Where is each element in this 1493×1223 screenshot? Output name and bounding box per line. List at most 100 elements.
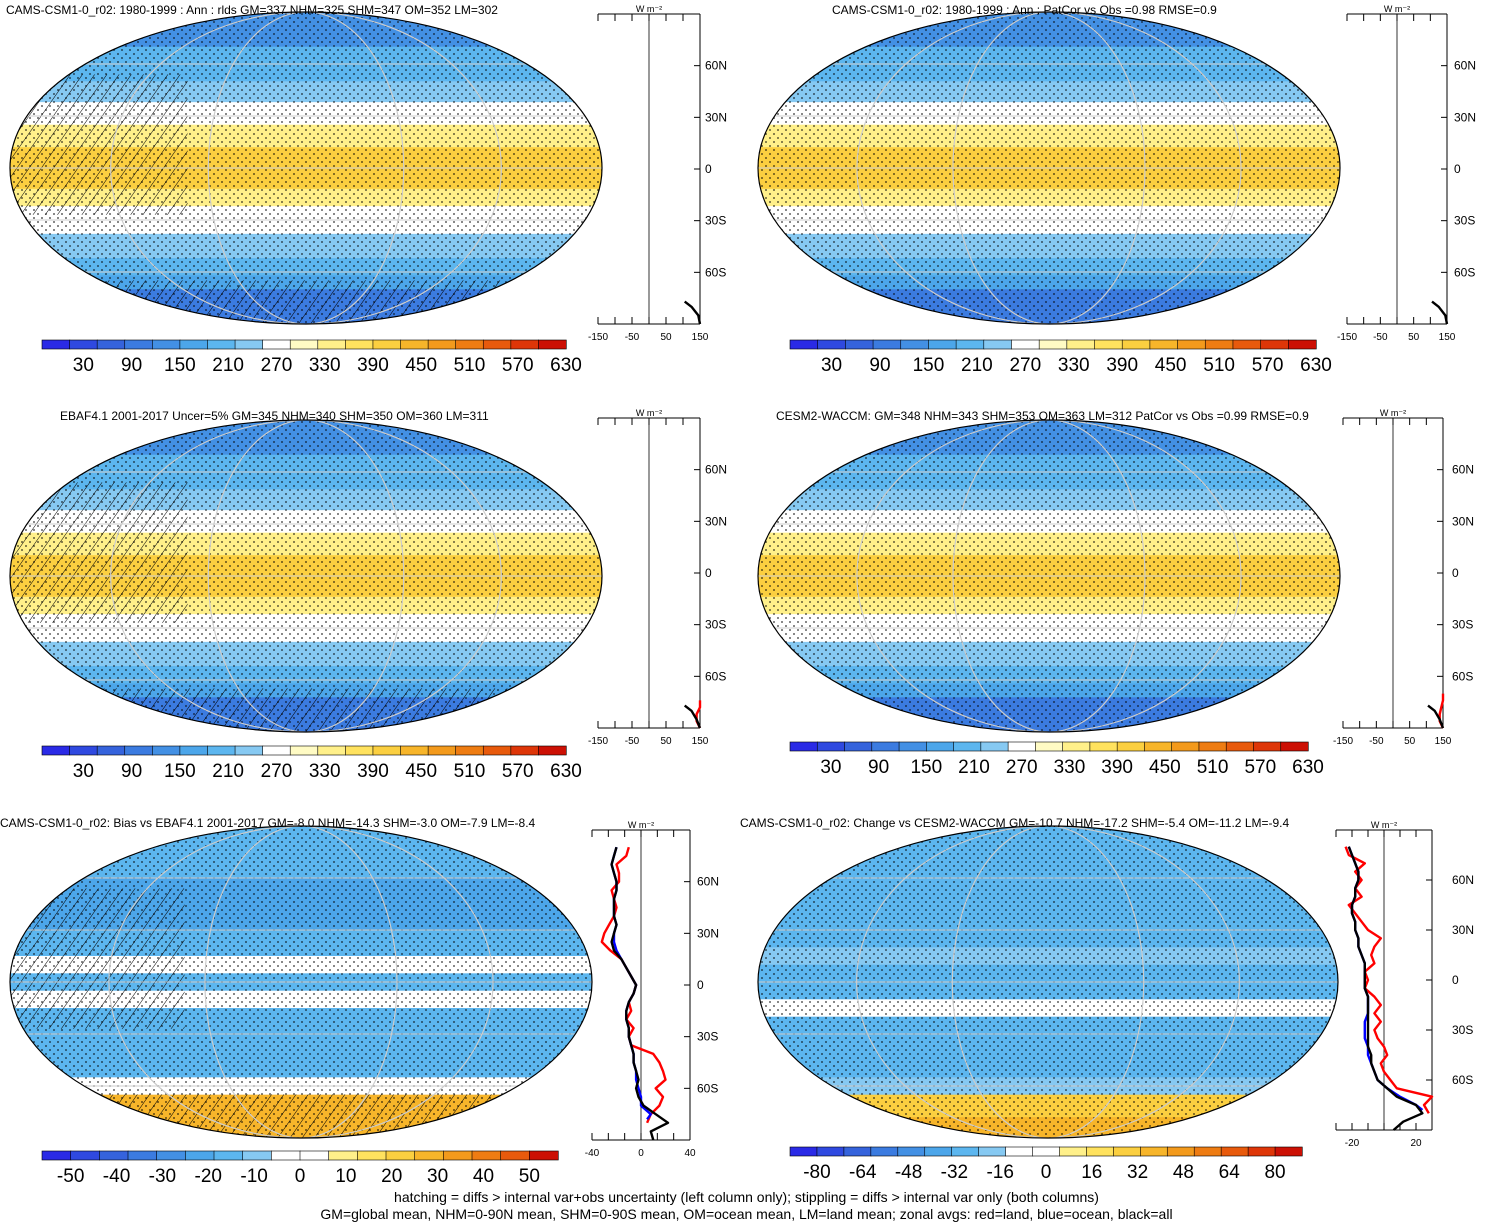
lat-tick-label: 30N <box>1454 110 1476 124</box>
colorbar-label: 50 <box>519 1166 540 1187</box>
colorbar-box <box>207 745 236 756</box>
colorbar-label: 30 <box>73 761 94 782</box>
zonal-xtick-label: -150 <box>588 332 608 343</box>
panel-3: -150 -50 50 150 W m⁻² 60N 30N 0 30S 60S 30 90 150 210… <box>9 408 727 782</box>
colorbar-label: 630 <box>550 761 582 782</box>
colorbar-box <box>427 745 457 756</box>
hatching <box>10 280 602 324</box>
colorbar-label: 390 <box>1106 355 1138 376</box>
colorbar-label: 40 <box>473 1166 494 1187</box>
zonal-panel-4: -150 -50 50 150 W m⁻² 60N 30N 0 30S 60S <box>1333 408 1474 747</box>
colorbar-label: 330 <box>309 761 341 782</box>
colorbar-box <box>816 1146 845 1157</box>
zonal-xtick-label: -40 <box>585 1148 600 1159</box>
colorbar-label: -32 <box>941 1162 968 1183</box>
lat-tick-label: 30N <box>1452 923 1474 937</box>
colorbar-box <box>924 1146 953 1157</box>
colorbar-box <box>1140 1146 1168 1157</box>
colorbar-box <box>262 339 291 350</box>
colorbar-box <box>1121 339 1151 350</box>
colorbar-box <box>96 745 126 756</box>
graticule-lon <box>110 12 502 324</box>
colorbar-label: 210 <box>961 355 993 376</box>
colorbar-box <box>1260 339 1289 350</box>
graticule-lon <box>951 826 1145 1138</box>
colorbar-box <box>510 745 540 756</box>
colorbar-box <box>926 741 955 752</box>
colorbar-box <box>289 339 319 350</box>
colorbar-box <box>870 1146 899 1157</box>
colorbar-box <box>538 339 567 350</box>
colorbar-label: 510 <box>1203 355 1235 376</box>
colorbar-box <box>1066 339 1096 350</box>
colorbar-label: 90 <box>868 757 889 778</box>
panel-title-2: CAMS-CSM1-0_r02: 1980-1999 : Ann : PatCo… <box>832 3 1217 17</box>
colorbar-label: 450 <box>405 761 437 782</box>
panel-title-6: CAMS-CSM1-0_r02: Change vs CESM2-WACCM G… <box>740 816 1290 830</box>
colorbar-3: 30 90 150 210 270 330 390 450 510 570 630 <box>41 745 582 782</box>
zonal-line-land <box>600 846 667 1124</box>
colorbar-box <box>1220 1146 1249 1157</box>
graticule-lon <box>207 12 405 324</box>
colorbar-box <box>213 1150 244 1161</box>
colorbar-box <box>1005 1146 1034 1157</box>
colorbar-box <box>1166 1146 1195 1157</box>
map-field-3 <box>10 420 602 732</box>
colorbar-label: -80 <box>803 1162 830 1183</box>
zonal-line-all <box>683 704 702 729</box>
lat-tick-label: 60N <box>1454 59 1476 73</box>
colorbar-box <box>328 1150 358 1161</box>
colorbar-box <box>69 745 98 756</box>
colorbar-box <box>271 1150 301 1161</box>
colorbar-1: 30 90 150 210 270 330 390 450 510 570 630 <box>41 339 582 376</box>
colorbar-label: 30 <box>820 757 841 778</box>
map-outline <box>9 419 603 733</box>
graticule-lon <box>110 420 502 732</box>
colorbar-box <box>99 1150 129 1161</box>
lat-tick-label: 60S <box>1454 265 1475 279</box>
colorbar-box <box>898 741 927 752</box>
lat-tick-label: 60N <box>1452 463 1474 477</box>
colorbar-label: 16 <box>1081 1162 1102 1183</box>
colorbar-label: 330 <box>1054 757 1086 778</box>
colorbar-box <box>242 1150 272 1161</box>
colorbar-box <box>1035 741 1064 752</box>
colorbar-box <box>357 1150 387 1161</box>
colorbar-box <box>789 741 818 752</box>
colorbar-box <box>156 1150 186 1161</box>
hatching <box>10 482 188 623</box>
colorbar-box <box>400 339 429 350</box>
colorbar-box <box>844 741 873 752</box>
lat-tick-label: 30N <box>697 926 719 940</box>
zonal-xtick-label: 150 <box>1439 332 1456 343</box>
colorbar-label: 390 <box>357 355 389 376</box>
colorbar-box <box>41 1150 72 1161</box>
colorbar-box <box>289 745 319 756</box>
colorbar-box <box>500 1150 530 1161</box>
colorbar-box <box>1086 1146 1114 1157</box>
lat-tick-label: 60S <box>1452 1073 1473 1087</box>
colorbar-label: 330 <box>309 355 341 376</box>
hatching <box>10 74 188 215</box>
zonal-panel-3: -150 -50 50 150 W m⁻² 60N 30N 0 30S 60S <box>588 408 727 747</box>
colorbar-label: 30 <box>73 355 94 376</box>
colorbar-box <box>443 1150 473 1161</box>
colorbar-label: 570 <box>502 761 534 782</box>
zonal-line-ocean <box>1347 846 1424 1111</box>
zonal-panel-1: -150 -50 50 150 W m⁻² 60N 30N 0 30S 60S <box>588 4 727 343</box>
graticule-lon <box>952 12 1146 324</box>
colorbar-label: -50 <box>57 1166 84 1187</box>
map-field-2 <box>758 12 1340 324</box>
colorbar-box <box>185 1150 215 1161</box>
colorbar-box <box>529 1150 559 1161</box>
colorbar-box <box>928 339 957 350</box>
zonal-panel-2: -150 -50 50 150 W m⁻² 60N 30N 0 30S 60S <box>1337 4 1476 343</box>
colorbar-label: 210 <box>212 355 244 376</box>
colorbar-label: 390 <box>357 761 389 782</box>
colorbar-box <box>234 745 264 756</box>
lat-tick-label: 0 <box>1452 566 1459 580</box>
panel-title-5: CAMS-CSM1-0_r02: Bias vs EBAF4.1 2001-20… <box>0 816 536 830</box>
map-outline <box>9 825 593 1139</box>
map-field-1 <box>10 12 602 324</box>
colorbar-box <box>152 339 181 350</box>
